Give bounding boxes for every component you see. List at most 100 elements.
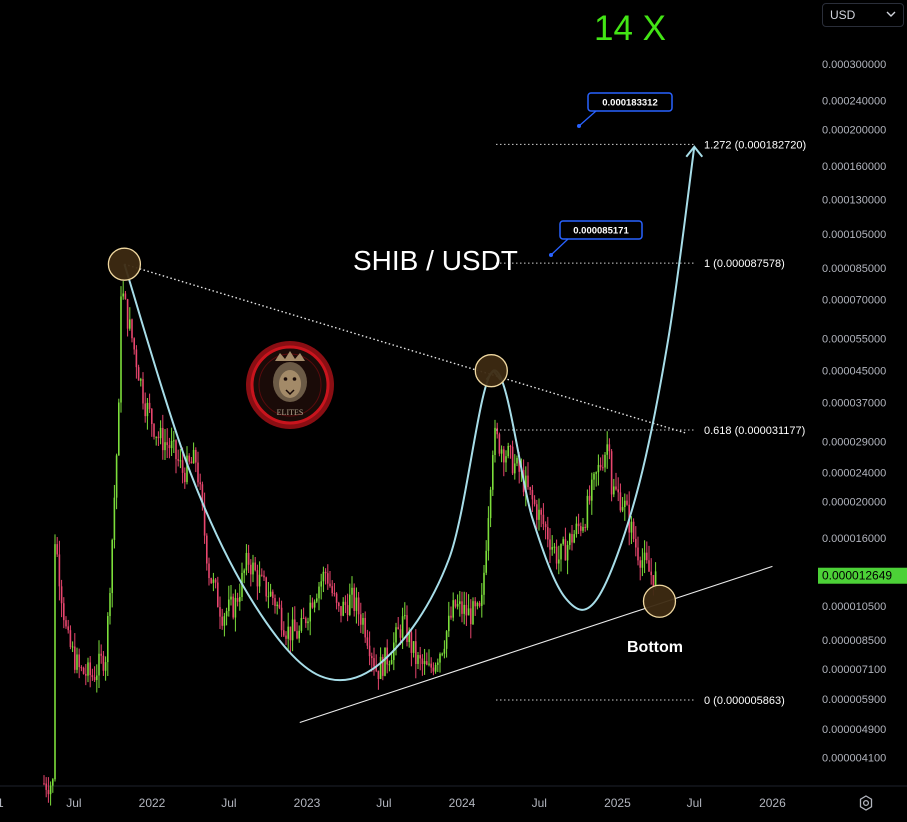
candle-body: [357, 597, 360, 615]
candle-body: [267, 596, 270, 598]
candle-body: [294, 619, 296, 632]
candle-body: [525, 475, 527, 493]
candle-body: [507, 445, 509, 457]
candle-body: [580, 526, 582, 531]
candle-body: [98, 653, 100, 676]
candle-body: [54, 544, 56, 780]
candle-body: [329, 583, 331, 587]
candle-body: [184, 472, 186, 483]
candle-body: [168, 445, 171, 449]
candle-body: [582, 526, 584, 531]
candle-body: [78, 654, 80, 668]
candle-body: [131, 319, 133, 339]
x-tick-label: 2023: [294, 796, 321, 810]
candle-body: [404, 615, 406, 617]
candle-body: [419, 655, 421, 659]
candle-body: [461, 601, 463, 614]
candle-body: [549, 539, 551, 550]
candle-body: [432, 667, 435, 672]
x-tick-label: Jul: [532, 796, 547, 810]
candle-body: [531, 489, 534, 500]
candle-body: [225, 611, 228, 617]
candle-body: [155, 436, 157, 438]
chart-settings-button[interactable]: [856, 794, 876, 815]
y-tick-label: 0.000037000: [822, 397, 886, 409]
candle-body: [300, 617, 303, 631]
candle-body: [619, 492, 622, 511]
candle-body: [324, 571, 327, 574]
candle-body: [476, 602, 479, 607]
x-tick-label: 2025: [604, 796, 631, 810]
candle-body: [430, 663, 432, 668]
candle-body: [518, 457, 520, 472]
pivot-marker: [642, 584, 677, 618]
candle-body: [291, 619, 294, 641]
y-tick-label: 0.000008500: [822, 635, 886, 647]
y-tick-label: 0.000130000: [822, 194, 886, 206]
y-tick-label: 0.000055000: [822, 333, 886, 345]
candle-body: [608, 444, 611, 452]
y-tick-label: 0.000029000: [822, 437, 886, 449]
candle-body: [164, 442, 166, 451]
candle-body: [632, 521, 635, 539]
candle-body: [577, 523, 580, 527]
candle-body: [593, 473, 595, 480]
candle-body: [144, 403, 146, 417]
candle-body: [573, 534, 575, 543]
callout-value: 0.000085171: [573, 226, 629, 237]
candle-body: [591, 479, 593, 501]
candle-body: [96, 675, 98, 681]
candle-body: [166, 442, 168, 446]
candle-body: [492, 455, 494, 490]
candle-body: [148, 402, 151, 410]
candle-body: [113, 497, 116, 540]
candle-body: [412, 641, 415, 653]
candle-body: [481, 594, 483, 606]
candle-body: [353, 587, 355, 611]
candle-body: [571, 534, 573, 543]
callout-anchor: [577, 124, 581, 128]
multiplier-label: 14 X: [594, 9, 666, 48]
y-tick-label: 0.000200000: [822, 125, 886, 137]
candle-body: [274, 598, 276, 606]
x-tick-label: Jul: [66, 796, 81, 810]
chart-title: SHIB / USDT: [353, 245, 518, 276]
candle-body: [349, 594, 351, 615]
candle-body: [388, 664, 391, 666]
candle-body: [85, 673, 87, 676]
chevron-down-icon: [886, 8, 896, 22]
candle-body: [410, 632, 413, 653]
candle-body: [586, 495, 589, 528]
candle-body: [151, 409, 153, 425]
candle-body: [170, 440, 173, 449]
candle-body: [439, 653, 441, 663]
candle-body: [597, 464, 600, 473]
candle-body: [280, 607, 283, 631]
candle-body: [397, 627, 399, 630]
candle-body: [133, 338, 135, 350]
candle-body: [272, 591, 274, 599]
candle-body: [426, 661, 428, 665]
candle-body: [135, 349, 138, 368]
y-tick-label: 0.000016000: [822, 533, 886, 545]
candle-body: [322, 571, 325, 582]
x-tick-label: 2022: [139, 796, 166, 810]
candle-body: [93, 677, 96, 681]
candle-body: [375, 666, 377, 671]
candle-body: [298, 630, 300, 639]
currency-select[interactable]: USD: [822, 3, 904, 27]
candle-body: [465, 604, 468, 616]
elites-logo: ELITES: [246, 341, 334, 429]
candle-body: [58, 554, 61, 587]
candle-body: [192, 449, 195, 464]
candle-body: [195, 449, 197, 463]
candle-body: [368, 645, 371, 657]
candle-body: [643, 552, 646, 561]
candle-body: [406, 615, 408, 643]
candle-body: [401, 616, 404, 638]
candle-body: [327, 573, 329, 584]
candle-body: [153, 424, 155, 437]
candle-body: [613, 486, 615, 495]
candle-body: [254, 562, 256, 571]
